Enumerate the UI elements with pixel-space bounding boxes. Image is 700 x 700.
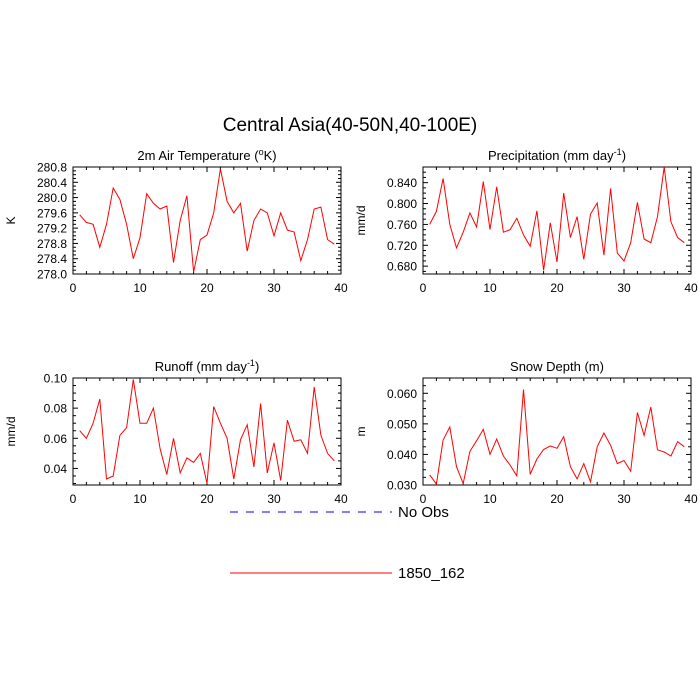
legend-label: No Obs — [398, 504, 449, 521]
y-axis-label: mm/d — [354, 206, 368, 236]
x-tick-label: 0 — [420, 492, 427, 506]
x-tick-label: 30 — [267, 281, 281, 295]
legend-label: 1850_162 — [398, 565, 465, 582]
panel-title-text: Runoff (mm day — [155, 359, 248, 374]
panel-title-text-end: ) — [622, 148, 626, 163]
panel-title-text-end: ) — [255, 359, 259, 374]
panel-title-superscript: o — [259, 147, 264, 157]
y-tick-label: 0.680 — [387, 260, 417, 274]
panel-title-superscript: -1 — [247, 358, 255, 368]
y-tick-label: 0.030 — [387, 479, 417, 493]
panel-title: Snow Depth (m) — [510, 359, 604, 374]
y-tick-label: 0.08 — [44, 402, 68, 416]
panel-air-temperature: 0 10 20 30 40278.0278.4278.8279.2279.6280.02… — [4, 147, 348, 295]
panel-title-text: Precipitation (mm day — [488, 148, 614, 163]
y-tick-label: 280.0 — [37, 191, 67, 205]
panel-precipitation: 0 10 20 30 40 0.680 0.720 0.760 0.800 0.840 mm/d Pr… — [354, 147, 698, 295]
x-tick-label: 40 — [684, 492, 698, 506]
x-tick-label: 40 — [334, 281, 348, 295]
panel-runoff: 0 10 20 30 40 0.04 0.06 0.08 0.10 mm/d Runoff (mm … — [4, 358, 348, 506]
series-line-precipitation — [429, 166, 685, 271]
x-tick-label: 10 — [133, 281, 147, 295]
panel-title-text: Snow Depth (m) — [510, 359, 604, 374]
x-tick-label: 10 — [133, 492, 147, 506]
panel-snow-depth: 0 10 20 30 40 0.030 0.040 0.050 0.060 m Snow Depth… — [354, 359, 698, 506]
y-tick-label: 0.060 — [387, 387, 417, 401]
y-tick-label: 278.8 — [37, 237, 67, 251]
y-tick-label: 0.04 — [44, 462, 68, 476]
x-tick-label: 10 — [483, 492, 497, 506]
panel-grid: 0 10 20 30 40278.0278.4278.8279.2279.6280.02… — [4, 147, 698, 506]
y-tick-label: 0.10 — [44, 372, 68, 386]
x-tick-label: 0 — [70, 281, 77, 295]
x-tick-label: 20 — [550, 281, 564, 295]
legend: No Obs 1850_162 — [230, 504, 465, 582]
y-tick-label: 278.0 — [37, 268, 67, 282]
y-tick-label: 0.040 — [387, 448, 417, 462]
x-tick-label: 30 — [267, 492, 281, 506]
y-tick-label: 279.2 — [37, 222, 67, 236]
y-tick-label: 0.800 — [387, 197, 417, 211]
y-axis-label: mm/d — [4, 417, 18, 447]
panel-title-text: 2m Air Temperature ( — [137, 148, 259, 163]
x-tick-label: 30 — [617, 281, 631, 295]
series-line-runoff — [79, 379, 335, 484]
x-tick-label: 20 — [200, 492, 214, 506]
panel-title-text-end: K) — [264, 148, 277, 163]
x-tick-label: 40 — [684, 281, 698, 295]
y-axis-label: m — [354, 427, 368, 437]
panel-title: Runoff (mm day-1) — [155, 358, 260, 374]
y-tick-label: 278.4 — [37, 252, 67, 266]
y-tick-label: 0.760 — [387, 218, 417, 232]
y-tick-label: 0.06 — [44, 432, 68, 446]
panel-title: 2m Air Temperature (oK) — [137, 147, 276, 163]
y-tick-label: 0.840 — [387, 176, 417, 190]
x-tick-label: 10 — [483, 281, 497, 295]
y-tick-label: 280.8 — [37, 161, 67, 175]
x-tick-label: 0 — [70, 492, 77, 506]
x-tick-label: 0 — [420, 281, 427, 295]
x-tick-label: 20 — [550, 492, 564, 506]
x-tick-label: 30 — [617, 492, 631, 506]
series-line-air-temperature — [79, 168, 335, 273]
y-tick-label: 280.4 — [37, 176, 67, 190]
y-axis-label: K — [4, 216, 18, 224]
panel-title: Precipitation (mm day-1) — [488, 147, 626, 163]
x-tick-label: 20 — [200, 281, 214, 295]
y-tick-label: 279.6 — [37, 206, 67, 220]
y-tick-label: 0.050 — [387, 417, 417, 431]
panel-title-superscript: -1 — [614, 147, 622, 157]
series-line-snow-depth — [429, 389, 685, 486]
x-tick-label: 40 — [334, 492, 348, 506]
figure-title: Central Asia(40-50N,40-100E) — [223, 115, 478, 136]
y-tick-label: 0.720 — [387, 239, 417, 253]
